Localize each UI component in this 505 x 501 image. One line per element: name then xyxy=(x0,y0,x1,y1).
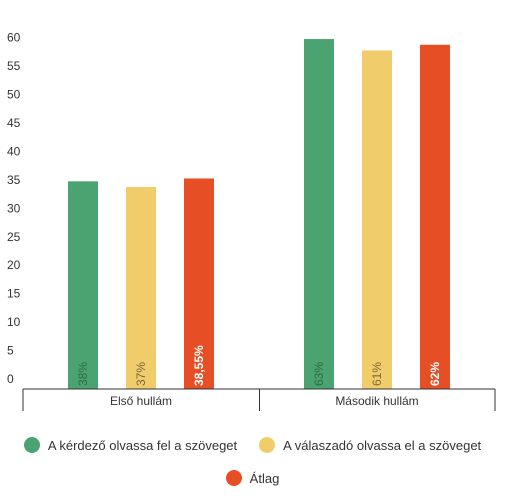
y-tick-label-60: 60 xyxy=(7,31,21,45)
legend-item-kerdezo[interactable]: A kérdező olvassa fel a szöveget xyxy=(23,437,238,453)
y-tick-label-0: 0 xyxy=(7,372,14,386)
legend-label-kerdezo: A kérdező olvassa fel a szöveget xyxy=(47,437,238,453)
legend-swatch-atlag xyxy=(225,470,242,486)
legend-row-2: Átlag xyxy=(0,470,505,486)
data-label-series0-cat1: 63% xyxy=(312,362,326,386)
y-tick-label-10: 10 xyxy=(7,315,21,329)
bar-series2-cat0[interactable] xyxy=(184,178,214,389)
bar-series2-cat1[interactable] xyxy=(420,44,450,389)
legend-swatch-valaszado xyxy=(259,437,276,453)
bar-series0-cat0[interactable] xyxy=(68,181,98,389)
data-label-series2-cat1: 62% xyxy=(428,362,442,386)
y-tick-label-30: 30 xyxy=(7,201,21,215)
bar-series1-cat1[interactable] xyxy=(362,50,392,389)
data-label-series1-cat1: 61% xyxy=(370,362,384,386)
bar-series0-cat1[interactable] xyxy=(304,39,334,389)
y-tick-label-35: 35 xyxy=(7,173,21,187)
legend-item-valaszado[interactable]: A válaszadó olvassa el a szöveget xyxy=(259,437,481,453)
legend-label-atlag: Átlag xyxy=(249,470,280,486)
y-tick-label-50: 50 xyxy=(7,88,21,102)
data-label-series1-cat0: 37% xyxy=(134,362,148,386)
bar-series1-cat0[interactable] xyxy=(126,187,156,389)
category-label-0: Első hullám xyxy=(110,394,172,408)
legend-swatch-kerdezo xyxy=(23,437,40,453)
category-label-1: Második hullám xyxy=(335,394,418,408)
data-label-series0-cat0: 38% xyxy=(76,362,90,386)
y-tick-label-25: 25 xyxy=(7,230,21,244)
legend-row-1: A kérdező olvassa fel a szöveget A válas… xyxy=(0,437,505,453)
data-label-series2-cat0: 38,55% xyxy=(192,345,206,386)
legend-item-atlag[interactable]: Átlag xyxy=(225,470,280,486)
y-tick-label-55: 55 xyxy=(7,59,21,73)
y-tick-label-40: 40 xyxy=(7,144,21,158)
y-tick-label-5: 5 xyxy=(7,344,14,358)
legend-label-valaszado: A válaszadó olvassa el a szöveget xyxy=(283,437,482,453)
y-tick-label-15: 15 xyxy=(7,287,21,301)
y-tick-label-20: 20 xyxy=(7,258,21,272)
y-tick-label-45: 45 xyxy=(7,116,21,130)
